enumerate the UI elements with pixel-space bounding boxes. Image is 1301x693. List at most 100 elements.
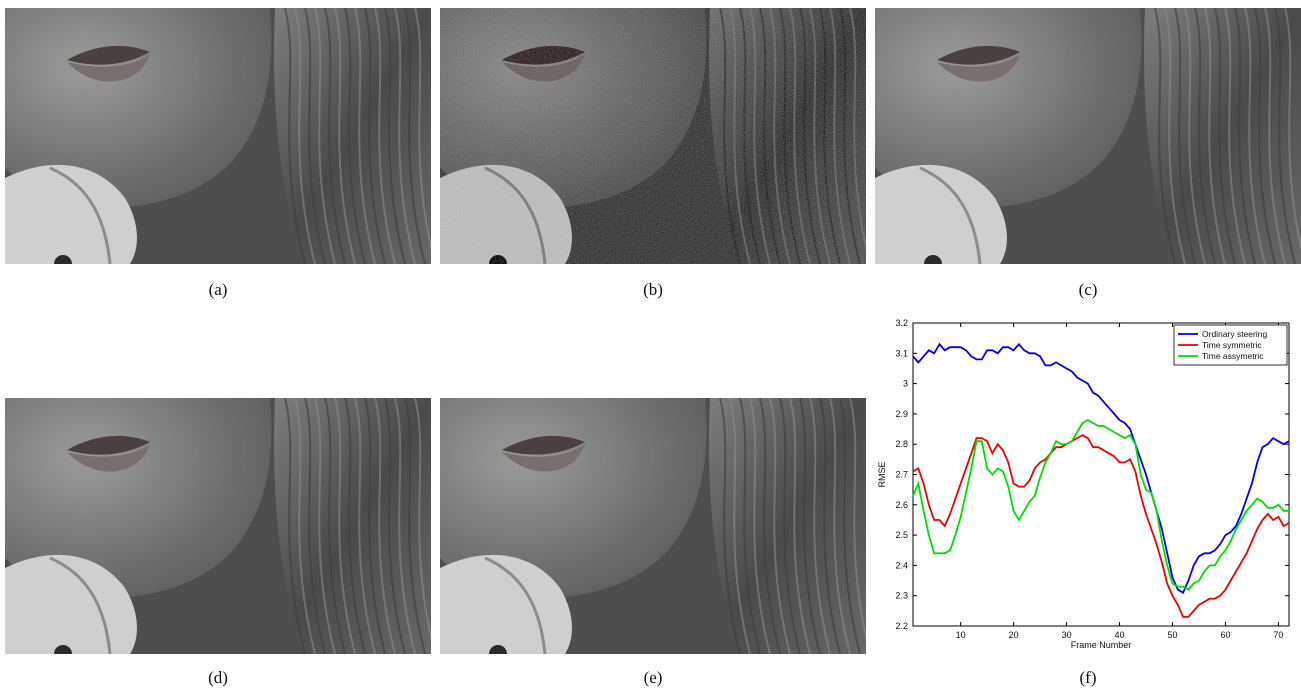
upper-lip bbox=[502, 45, 585, 65]
hair-strand bbox=[789, 8, 811, 264]
hair-strand bbox=[719, 398, 741, 654]
hair-strand bbox=[1224, 8, 1246, 264]
lower-lip bbox=[502, 54, 585, 82]
hair-strand bbox=[354, 398, 376, 654]
receiver-knob bbox=[924, 255, 942, 264]
hair-strand bbox=[284, 8, 306, 264]
rmse-line-chart: 10 20 30 40 50 60 70 2.2 2.3 2.4 2.5 2.6 2.7 2.8 2.9 3 3… bbox=[877, 318, 1290, 650]
hair-strand bbox=[294, 398, 316, 654]
receiver-edge bbox=[49, 166, 112, 264]
hair-strand bbox=[314, 8, 336, 264]
x-axis-label: Frame Number bbox=[1071, 640, 1132, 650]
y-tick-label: 2.3 bbox=[895, 591, 908, 601]
hair-strand bbox=[1244, 8, 1266, 264]
y-axis-label: RMSE bbox=[877, 461, 887, 487]
caption-f: (f) bbox=[1079, 668, 1097, 687]
hair-strand bbox=[739, 8, 761, 264]
receiver-knob bbox=[54, 255, 72, 264]
hair-strand bbox=[364, 398, 386, 654]
x-tick-label: 60 bbox=[1220, 630, 1230, 640]
receiver-knob bbox=[489, 255, 507, 264]
phone-receiver bbox=[440, 164, 572, 264]
hair-strand bbox=[394, 398, 416, 654]
receiver-edge bbox=[484, 556, 547, 654]
hair-strand bbox=[1264, 8, 1286, 264]
y-tick-label: 2.4 bbox=[895, 560, 908, 570]
image-panel-e bbox=[440, 398, 866, 654]
x-tick-label: 10 bbox=[956, 630, 966, 640]
upper-lip bbox=[937, 45, 1020, 65]
hair-strand bbox=[1254, 8, 1276, 264]
hair-strand bbox=[324, 8, 346, 264]
hair-strand bbox=[414, 8, 431, 252]
lower-lip bbox=[937, 54, 1020, 82]
hair-strand bbox=[1274, 8, 1296, 264]
rmse-chart-panel: 10 20 30 40 50 60 70 2.2 2.3 2.4 2.5 2.6 2.7 2.8 2.9 3 3… bbox=[868, 313, 1298, 658]
hair-strand bbox=[809, 398, 831, 654]
caption-c: (c) bbox=[1078, 280, 1098, 299]
hair-strand bbox=[739, 398, 761, 654]
hair-strand bbox=[1174, 8, 1196, 264]
hair-strand bbox=[769, 8, 791, 264]
receiver-knob bbox=[489, 645, 507, 654]
hair-strand bbox=[374, 398, 396, 654]
hair-strand bbox=[799, 398, 821, 654]
hair-strand bbox=[404, 8, 426, 264]
x-tick-label: 40 bbox=[1115, 630, 1125, 640]
y-tick-label: 3 bbox=[903, 379, 908, 389]
hair-strand bbox=[1154, 8, 1176, 264]
y-tick-label: 2.9 bbox=[895, 409, 908, 419]
hair-strand bbox=[759, 398, 781, 654]
caption-d: (d) bbox=[208, 668, 228, 687]
hair-strand bbox=[849, 8, 866, 252]
face-image-e bbox=[440, 398, 866, 654]
phone-receiver bbox=[5, 554, 137, 654]
caption-b: (b) bbox=[643, 280, 663, 299]
receiver-edge bbox=[919, 166, 982, 264]
face-image-d bbox=[5, 398, 431, 654]
hair-strand bbox=[334, 398, 356, 654]
legend-label: Time symmetric bbox=[1202, 340, 1262, 350]
caption-e: (e) bbox=[643, 668, 663, 687]
hair-strand bbox=[364, 8, 386, 264]
hair-strand bbox=[344, 398, 366, 654]
face-image-b bbox=[440, 8, 866, 264]
hair-strand bbox=[374, 8, 396, 264]
hair-strand bbox=[324, 398, 346, 654]
legend-label: Time assymetric bbox=[1202, 351, 1264, 361]
receiver-knob bbox=[54, 645, 72, 654]
hair-strand bbox=[1194, 8, 1216, 264]
x-tick-label: 20 bbox=[1009, 630, 1019, 640]
receiver-edge bbox=[484, 166, 547, 264]
y-tick-label: 2.7 bbox=[895, 470, 908, 480]
image-panel-a bbox=[5, 8, 431, 264]
phone-receiver bbox=[5, 164, 137, 264]
hair-strand bbox=[789, 398, 811, 654]
receiver-edge bbox=[49, 556, 112, 654]
hair-strand bbox=[809, 8, 831, 264]
upper-lip bbox=[502, 435, 585, 455]
x-tick-label: 70 bbox=[1273, 630, 1283, 640]
hair-strand bbox=[354, 8, 376, 264]
hair-strand bbox=[1204, 8, 1226, 264]
hair-strand bbox=[304, 8, 326, 264]
hair-strand bbox=[839, 398, 861, 654]
phone-receiver bbox=[875, 164, 1007, 264]
series-line-time-assymetric bbox=[912, 418, 1289, 591]
hair-strand bbox=[284, 398, 306, 654]
hair-strand bbox=[819, 398, 841, 654]
image-panel-b bbox=[440, 8, 866, 264]
hair-strand bbox=[749, 8, 771, 264]
lower-lip bbox=[67, 54, 150, 82]
hair-strand bbox=[1214, 8, 1236, 264]
image-panel-d bbox=[5, 398, 431, 654]
y-tick-label: 3.1 bbox=[895, 348, 908, 358]
image-panel-c bbox=[875, 8, 1301, 264]
y-tick-label: 2.8 bbox=[895, 439, 908, 449]
x-tick-label: 30 bbox=[1062, 630, 1072, 640]
hair-strand bbox=[304, 398, 326, 654]
hair-strand bbox=[849, 398, 866, 642]
series-line-ordinary-steering bbox=[912, 342, 1290, 594]
face-image-c bbox=[875, 8, 1301, 264]
hair-strand bbox=[1284, 8, 1301, 252]
